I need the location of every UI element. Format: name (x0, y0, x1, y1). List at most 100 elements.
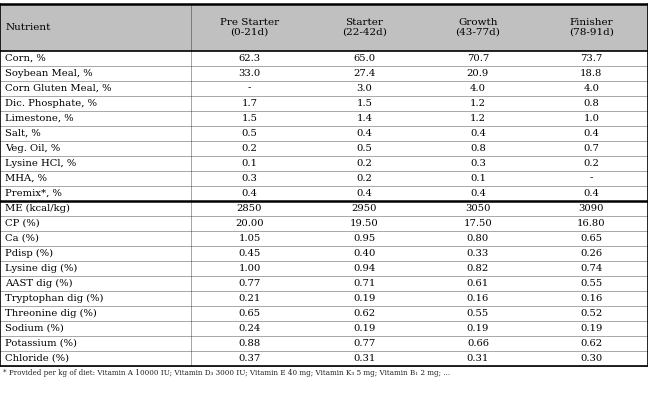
Text: 2850: 2850 (237, 204, 262, 213)
Text: Growth
(43-77d): Growth (43-77d) (456, 17, 500, 37)
Text: Pre Starter
(0-21d): Pre Starter (0-21d) (220, 17, 279, 37)
Text: Ca (%): Ca (%) (5, 234, 39, 242)
Text: 0.40: 0.40 (353, 248, 376, 258)
Text: 1.05: 1.05 (238, 234, 260, 242)
Text: 0.2: 0.2 (242, 143, 257, 153)
Text: 0.2: 0.2 (583, 158, 599, 168)
Text: 27.4: 27.4 (353, 69, 376, 78)
Text: CP (%): CP (%) (5, 219, 40, 227)
Text: Potassium (%): Potassium (%) (5, 339, 77, 347)
Text: 0.66: 0.66 (467, 339, 489, 347)
Text: 0.5: 0.5 (242, 128, 257, 137)
Text: 1.00: 1.00 (238, 263, 260, 273)
Text: 0.8: 0.8 (583, 99, 599, 107)
Text: 0.4: 0.4 (583, 128, 599, 137)
Text: 65.0: 65.0 (353, 53, 376, 63)
Text: -: - (590, 174, 593, 183)
Text: 0.61: 0.61 (467, 279, 489, 288)
Text: Starter
(22-42d): Starter (22-42d) (342, 17, 387, 37)
Text: 0.19: 0.19 (467, 324, 489, 332)
Text: 0.45: 0.45 (238, 248, 260, 258)
Text: Salt, %: Salt, % (5, 128, 41, 137)
Text: MHA, %: MHA, % (5, 174, 47, 183)
Text: Corn Gluten Meal, %: Corn Gluten Meal, % (5, 84, 111, 93)
Text: 0.3: 0.3 (242, 174, 257, 183)
Text: 0.31: 0.31 (353, 354, 376, 363)
Text: 0.16: 0.16 (580, 294, 603, 303)
Text: 0.37: 0.37 (238, 354, 260, 363)
Text: 1.4: 1.4 (356, 114, 373, 122)
Text: 0.2: 0.2 (356, 158, 373, 168)
Text: Pdisp (%): Pdisp (%) (5, 248, 53, 258)
Text: 3090: 3090 (579, 204, 604, 213)
Text: Chloride (%): Chloride (%) (5, 354, 69, 363)
Text: Corn, %: Corn, % (5, 53, 46, 63)
Text: 19.50: 19.50 (350, 219, 379, 227)
Text: Threonine dig (%): Threonine dig (%) (5, 309, 97, 318)
Text: 4.0: 4.0 (583, 84, 599, 93)
Text: 0.30: 0.30 (580, 354, 603, 363)
Text: Veg. Oil, %: Veg. Oil, % (5, 143, 60, 153)
Text: 1.5: 1.5 (356, 99, 373, 107)
Text: 0.52: 0.52 (580, 309, 603, 318)
Text: 0.19: 0.19 (580, 324, 603, 332)
Text: Nutrient: Nutrient (5, 23, 51, 32)
Text: 0.55: 0.55 (467, 309, 489, 318)
Text: 73.7: 73.7 (580, 53, 603, 63)
Text: 0.88: 0.88 (238, 339, 260, 347)
Text: 0.62: 0.62 (353, 309, 376, 318)
Text: 16.80: 16.80 (577, 219, 606, 227)
Text: 0.82: 0.82 (467, 263, 489, 273)
Text: 0.21: 0.21 (238, 294, 260, 303)
Text: 0.19: 0.19 (353, 324, 376, 332)
Text: 0.71: 0.71 (353, 279, 376, 288)
Text: 0.1: 0.1 (470, 174, 486, 183)
Text: 1.5: 1.5 (242, 114, 257, 122)
Text: AAST dig (%): AAST dig (%) (5, 278, 73, 288)
Text: Dic. Phosphate, %: Dic. Phosphate, % (5, 99, 97, 107)
Text: 18.8: 18.8 (580, 69, 603, 78)
Text: * Provided per kg of diet: Vitamin A 10000 IU; Vitamin D₃ 3000 IU; Vitamin E 40 : * Provided per kg of diet: Vitamin A 100… (3, 369, 450, 377)
Text: 0.4: 0.4 (583, 189, 599, 198)
Text: 1.0: 1.0 (583, 114, 599, 122)
Text: 33.0: 33.0 (238, 69, 260, 78)
Text: 0.1: 0.1 (242, 158, 257, 168)
Text: 20.00: 20.00 (235, 219, 264, 227)
Text: 4.0: 4.0 (470, 84, 486, 93)
Text: 0.3: 0.3 (470, 158, 486, 168)
Text: Premix*, %: Premix*, % (5, 189, 62, 198)
Text: 2950: 2950 (352, 204, 377, 213)
Text: 0.16: 0.16 (467, 294, 489, 303)
Text: 0.4: 0.4 (356, 189, 373, 198)
Text: Lysine HCl, %: Lysine HCl, % (5, 158, 76, 168)
Text: -: - (248, 84, 251, 93)
Text: 0.33: 0.33 (467, 248, 489, 258)
Text: 0.65: 0.65 (580, 234, 603, 242)
Text: Finisher
(78-91d): Finisher (78-91d) (569, 17, 614, 37)
Text: Soybean Meal, %: Soybean Meal, % (5, 69, 93, 78)
Text: 20.9: 20.9 (467, 69, 489, 78)
Text: 0.5: 0.5 (356, 143, 373, 153)
Text: 0.80: 0.80 (467, 234, 489, 242)
Text: 0.2: 0.2 (356, 174, 373, 183)
Text: 0.4: 0.4 (242, 189, 257, 198)
Text: 0.26: 0.26 (580, 248, 603, 258)
Text: 0.4: 0.4 (470, 128, 486, 137)
Text: Limestone, %: Limestone, % (5, 114, 74, 122)
Text: 0.77: 0.77 (353, 339, 376, 347)
Text: 0.19: 0.19 (353, 294, 376, 303)
Text: 0.31: 0.31 (467, 354, 489, 363)
Text: 17.50: 17.50 (463, 219, 492, 227)
Text: 0.77: 0.77 (238, 279, 260, 288)
Text: 3050: 3050 (465, 204, 491, 213)
Text: Sodium (%): Sodium (%) (5, 324, 64, 332)
Text: 70.7: 70.7 (467, 53, 489, 63)
Text: 0.4: 0.4 (356, 128, 373, 137)
Text: 0.7: 0.7 (583, 143, 599, 153)
Text: 3.0: 3.0 (356, 84, 373, 93)
Text: 0.62: 0.62 (580, 339, 603, 347)
Text: 1.2: 1.2 (470, 99, 486, 107)
Text: 0.95: 0.95 (353, 234, 376, 242)
Text: ME (kcal/kg): ME (kcal/kg) (5, 204, 70, 213)
Text: 0.55: 0.55 (580, 279, 603, 288)
